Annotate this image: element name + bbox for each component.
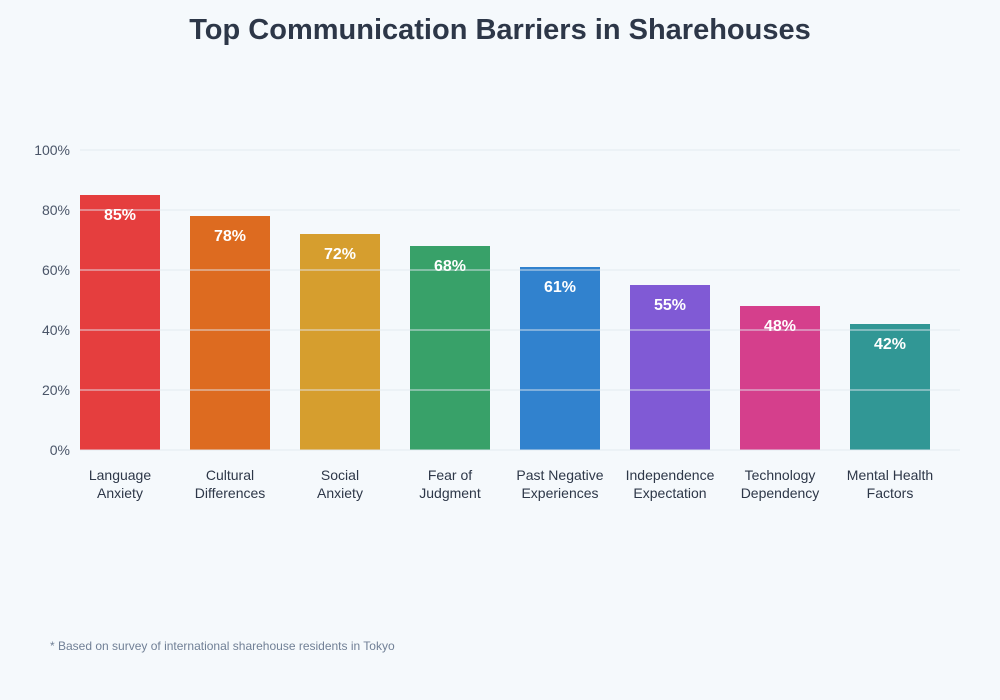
- x-tick-label: Mental Health Factors: [847, 467, 933, 501]
- data-label: 78%: [214, 228, 246, 245]
- data-label: 68%: [434, 258, 466, 275]
- y-tick-label: 60%: [42, 262, 70, 278]
- bar: [520, 267, 600, 450]
- x-tick-label: Social Anxiety: [317, 467, 363, 501]
- x-tick-label: Independence Expectation: [626, 467, 715, 501]
- x-tick-label: Cultural Differences: [195, 467, 266, 501]
- y-tick-label: 40%: [42, 322, 70, 338]
- bar: [300, 234, 380, 450]
- x-tick-label: Language Anxiety: [89, 467, 152, 501]
- x-tick-label: Fear of Judgment: [419, 467, 481, 501]
- y-tick-label: 80%: [42, 202, 70, 218]
- bar: [80, 195, 160, 450]
- bar: [850, 324, 930, 450]
- x-tick-label: Past Negative Experiences: [516, 467, 603, 501]
- x-tick-label: Technology Dependency: [741, 467, 820, 501]
- bar: [190, 216, 270, 450]
- data-label: 85%: [104, 207, 136, 224]
- data-label: 72%: [324, 246, 356, 263]
- data-label: 61%: [544, 279, 576, 296]
- y-tick-label: 0%: [50, 442, 70, 458]
- data-label: 55%: [654, 297, 686, 314]
- bar: [630, 285, 710, 450]
- data-label: 48%: [764, 318, 796, 335]
- y-tick-label: 100%: [34, 142, 70, 158]
- data-label: 42%: [874, 336, 906, 353]
- bar: [410, 246, 490, 450]
- footnote: * Based on survey of international share…: [50, 639, 395, 653]
- y-tick-label: 20%: [42, 382, 70, 398]
- chart-title: Top Communication Barriers in Sharehouse…: [189, 14, 811, 46]
